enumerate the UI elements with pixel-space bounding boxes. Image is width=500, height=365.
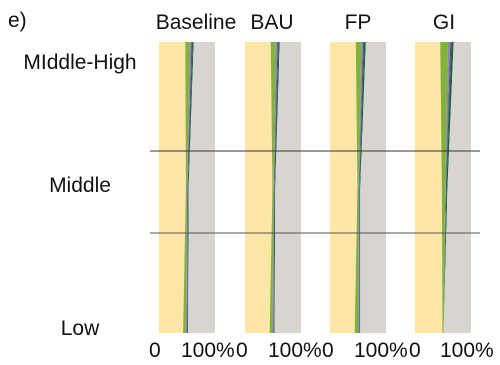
y-tick-label-middle-high: MIddle-High	[23, 51, 137, 74]
area-fp-series-6	[360, 42, 386, 333]
x-tick-label: 0	[149, 339, 161, 362]
panel-title-fp: FP	[344, 11, 372, 34]
area-baseline-series-4	[187, 42, 193, 333]
area-bau-series-1	[245, 42, 273, 333]
area-fp-series-4	[359, 42, 365, 333]
x-tick-label: 0	[322, 339, 334, 362]
panel-title-gi: GI	[432, 11, 456, 34]
x-tick-label: 0	[236, 339, 248, 362]
x-tick-label: 100%	[181, 339, 235, 362]
area-bau-series-6	[274, 42, 301, 333]
area-gi-series-2	[440, 42, 449, 333]
y-tick-label-middle: Middle	[49, 174, 111, 197]
x-tick-label: 100%	[354, 339, 408, 362]
area-fp-series-5	[359, 42, 366, 333]
area-gi-series-6	[443, 42, 471, 333]
panel-title-bau: BAU	[250, 11, 294, 34]
area-baseline-series-5	[187, 42, 194, 333]
x-tick-label: 100%	[440, 339, 494, 362]
area-baseline-series-6	[188, 42, 215, 333]
area-fp-series-3	[358, 42, 364, 333]
area-gi-series-1	[415, 42, 443, 333]
area-baseline-series-2	[183, 42, 190, 333]
area-fp-series-2	[354, 42, 362, 333]
panel-title-baseline: Baseline	[155, 11, 237, 34]
x-tick-label: 100%	[268, 339, 322, 362]
y-tick-label-low: Low	[60, 317, 100, 340]
area-baseline-series-1	[159, 42, 186, 333]
area-bau-series-4	[273, 42, 279, 333]
area-fp-series-1	[330, 42, 358, 333]
area-baseline-series-3	[185, 42, 192, 333]
x-tick-label: 0	[409, 339, 421, 362]
area-bau-series-3	[272, 42, 278, 333]
area-bau-series-5	[274, 42, 280, 333]
area-bau-series-2	[269, 42, 276, 333]
panel-label: e)	[8, 9, 27, 32]
